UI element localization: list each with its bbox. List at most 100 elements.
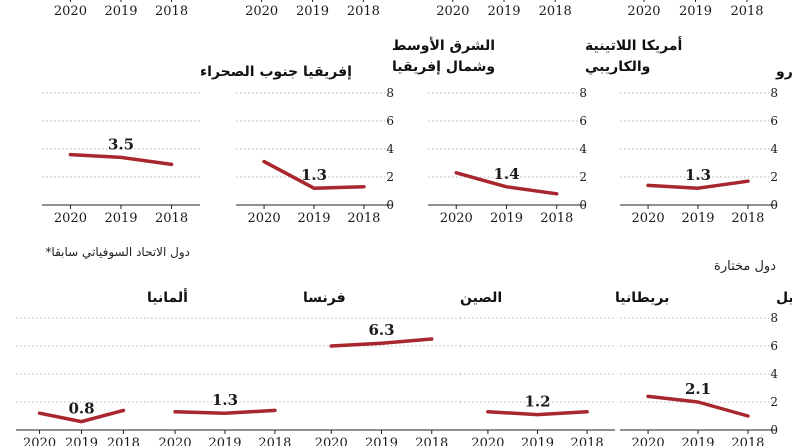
y-tick-label: 4 (579, 142, 587, 156)
y-tick-label: 6 (579, 114, 587, 128)
x-tick-label: 2019 (297, 211, 330, 226)
series-line (329, 337, 434, 348)
x-tick-label: 2019 (487, 4, 520, 19)
x-tick-label: 2019 (521, 436, 554, 446)
series-line (37, 408, 126, 424)
footnote: *دول الاتحاد السوفياتي سابقا (45, 245, 190, 260)
x-tick-label: 2018 (347, 4, 380, 19)
data-label: 1.4 (493, 165, 519, 183)
y-tick-label: 8 (770, 311, 778, 325)
data-label: 3.5 (108, 135, 134, 153)
panel-title: البرازيل (776, 290, 792, 306)
panel-title: والكاريبي (585, 59, 650, 75)
y-tick-label: 4 (386, 142, 394, 156)
panel-11: 2020 2019 2018 فرنسا 1.3 (147, 290, 346, 446)
y-tick-label: 4 (770, 142, 778, 156)
data-label: 1.2 (524, 393, 550, 411)
x-tick-label: 2020 (632, 211, 665, 226)
x-tick-label: 2019 (296, 4, 329, 19)
x-tick-label: 2018 (731, 436, 764, 446)
panel-title: وشمال إفريقيا (392, 59, 495, 75)
y-tick-label: 2 (770, 395, 778, 409)
x-tick-label: 2018 (730, 4, 763, 19)
series-line (173, 408, 277, 415)
y-tick-label: 0 (386, 198, 394, 212)
panel-1: 2020 2019 2018 (245, 0, 380, 19)
data-label: 0.8 (68, 400, 94, 418)
y-tick-label: 2 (386, 170, 394, 184)
y-tick-label: 0 (770, 423, 778, 437)
x-tick-label: 2018 (540, 211, 573, 226)
x-tick-label: 2020 (54, 211, 87, 226)
x-tick-label: 2020 (440, 211, 473, 226)
y-tick-label: 4 (770, 367, 778, 381)
x-tick-label: 2020 (248, 211, 281, 226)
x-tick-label: 2020 (23, 436, 56, 446)
x-tick-label: 2020 (159, 436, 192, 446)
series-line (486, 410, 589, 417)
panel-12: 2020 2019 2018 ألمانيا 0.8 (16, 288, 188, 446)
x-tick-label: 2020 (632, 436, 665, 446)
x-tick-label: 2018 (415, 436, 448, 446)
panel-title: إفريقيا جنوب الصحراء (200, 64, 352, 80)
panel-0: 2020 2019 2018 (54, 0, 188, 19)
panel-8: 2020 2019 2018 0 2 4 6 8 البرازيل 2.1 (620, 290, 792, 446)
y-tick-label: 6 (386, 114, 394, 128)
series-line (68, 152, 174, 167)
x-tick-label: 2020 (436, 4, 469, 19)
x-tick-label: 2018 (155, 211, 188, 226)
y-tick-label: 2 (770, 170, 778, 184)
x-tick-label: 2020 (627, 4, 660, 19)
panel-title: الشرق الأوسط (392, 37, 495, 54)
x-tick-label: 2018 (347, 211, 380, 226)
panel-title: فرنسا (303, 290, 346, 306)
y-tick-label: 2 (579, 170, 587, 184)
x-tick-label: 2019 (681, 211, 714, 226)
y-tick-label: 8 (770, 86, 778, 100)
x-tick-label: 2019 (104, 4, 137, 19)
series-line (454, 171, 559, 196)
panel-3: 2020 2019 2018 (627, 0, 764, 19)
series-line (646, 179, 750, 190)
data-label: 1.3 (301, 166, 327, 184)
series-line (646, 394, 750, 418)
panel-2: 2020 2019 2018 (436, 0, 572, 19)
y-tick-label: 8 (386, 86, 394, 100)
x-tick-label: 2019 (208, 436, 241, 446)
x-tick-label: 2020 (245, 4, 278, 19)
panel-7: 2020 2019 2018 إفريقيا جنوب الصحراء 3.5 (42, 64, 352, 226)
panel-title: الصين (460, 290, 502, 306)
section-title: دول مختارة (714, 259, 776, 274)
y-tick-label: 6 (770, 339, 778, 353)
x-tick-label: 2019 (65, 436, 98, 446)
panel-title: أمريكا اللاتينية (585, 36, 682, 54)
x-tick-label: 2018 (571, 436, 604, 446)
x-tick-label: 2019 (490, 211, 523, 226)
panel-title: منطقة اليورو (775, 64, 792, 80)
y-tick-label: 6 (770, 114, 778, 128)
x-tick-label: 2018 (539, 4, 572, 19)
data-label: 1.3 (685, 166, 711, 184)
x-tick-label: 2020 (54, 4, 87, 19)
panel-title: ألمانيا (147, 288, 188, 306)
x-tick-label: 2018 (107, 436, 140, 446)
x-tick-label: 2019 (679, 4, 712, 19)
y-tick-label: 0 (770, 198, 778, 212)
y-tick-label: 8 (579, 86, 587, 100)
panel-title: بريطانيا (615, 290, 669, 306)
data-label: 2.1 (685, 380, 711, 398)
x-tick-label: 2018 (155, 4, 188, 19)
data-label: 1.3 (212, 391, 238, 409)
x-tick-label: 2019 (365, 436, 398, 446)
data-label: 6.3 (368, 321, 394, 339)
x-tick-label: 2020 (471, 436, 504, 446)
panel-9: 2020 2019 2018 بريطانيا 1.2 (460, 290, 669, 446)
series-line (262, 159, 366, 190)
x-tick-label: 2020 (315, 436, 348, 446)
panel-4: 2020 2019 2018 0 2 4 6 8 منطقة اليورو 1.3 (620, 64, 792, 226)
y-tick-label: 0 (579, 198, 587, 212)
panel-5: 2020 2019 2018 0 2 4 6 8 أمريكا اللاتينية والكاري… (428, 36, 682, 226)
x-tick-label: 2019 (681, 436, 714, 446)
x-tick-label: 2018 (258, 436, 291, 446)
